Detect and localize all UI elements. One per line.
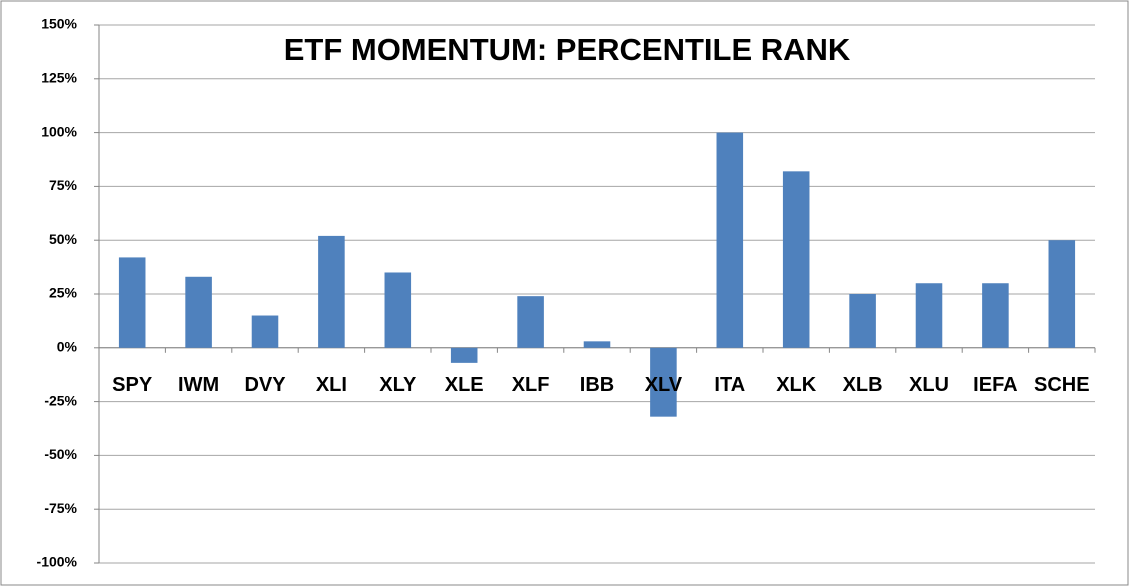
x-tick-label: DVY (244, 374, 286, 396)
y-tick-label: 150% (41, 16, 77, 32)
x-tick-label: SPY (112, 374, 153, 396)
bar (450, 347, 478, 363)
x-tick-label: XLE (445, 374, 484, 396)
bar (118, 257, 146, 348)
x-tick-label: XLY (379, 374, 417, 396)
x-tick-label: XLF (512, 374, 550, 396)
x-tick-label: XLB (843, 374, 883, 396)
bar (782, 171, 810, 348)
y-tick-label: -75% (44, 500, 77, 516)
bar (318, 235, 345, 348)
y-tick-label: -25% (44, 392, 77, 408)
y-tick-label: -100% (37, 554, 78, 570)
bar (849, 294, 876, 348)
bar (583, 341, 611, 348)
y-tick-label: 75% (49, 177, 78, 193)
chart-title: ETF MOMENTUM: PERCENTILE RANK (284, 32, 851, 67)
y-tick-label: 25% (49, 285, 78, 301)
x-tick-label: XLU (909, 374, 949, 396)
y-tick-label: 50% (49, 231, 78, 247)
x-tick-label: IBB (580, 374, 614, 396)
x-tick-label: XLI (316, 374, 347, 396)
x-tick-label: IEFA (973, 374, 1017, 396)
bar (384, 272, 412, 348)
y-tick-label: 100% (41, 123, 77, 139)
x-tick-label: XLV (645, 374, 683, 396)
x-tick-label: IWM (178, 374, 219, 396)
x-tick-label: XLK (776, 374, 817, 396)
x-tick-label: ITA (714, 374, 745, 396)
bar (716, 132, 744, 348)
y-tick-label: 125% (41, 70, 77, 86)
bar (185, 276, 212, 348)
bar (517, 296, 544, 348)
bar (915, 283, 943, 348)
bar (1048, 240, 1076, 348)
bar (982, 283, 1009, 348)
x-tick-label: SCHE (1034, 374, 1090, 396)
bar (650, 347, 677, 417)
y-tick-label: -50% (44, 446, 77, 462)
bar (251, 315, 279, 348)
y-tick-label: 0% (57, 339, 78, 355)
